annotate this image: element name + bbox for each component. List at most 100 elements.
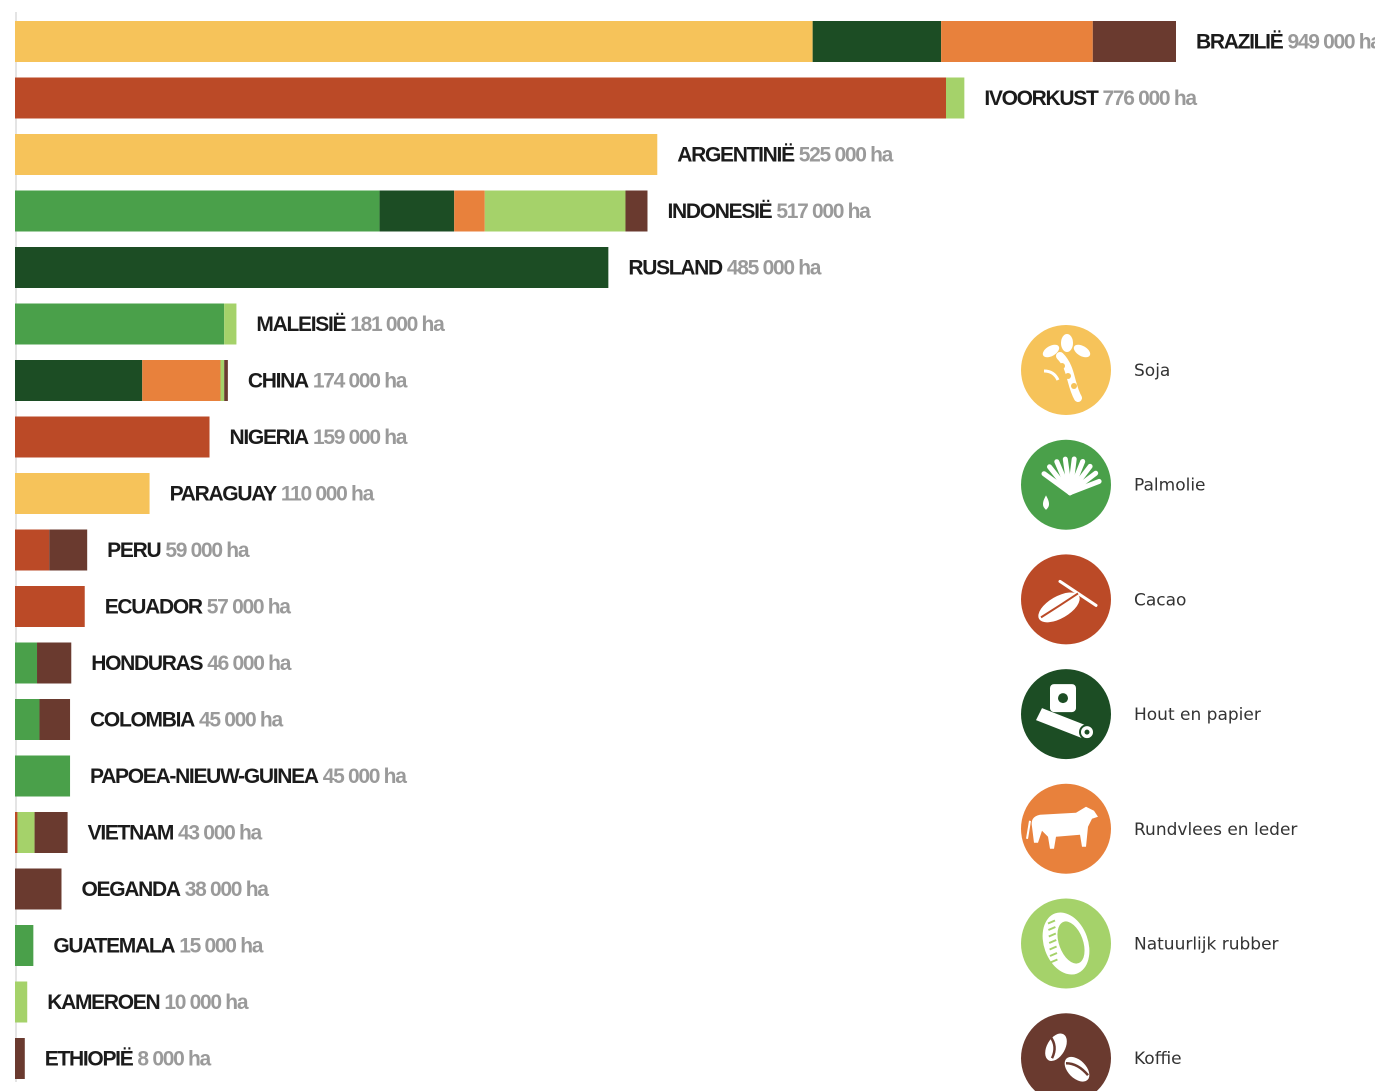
bar-segment-china-rundvlees-en-leder <box>142 360 221 401</box>
bar-segment-ecuador-cacao <box>15 586 85 627</box>
bar-label-nigeria: NIGERIA 159 000 ha <box>230 426 408 449</box>
bar-label-indonesie: INDONESIË 517 000 ha <box>667 200 871 223</box>
bar-segment-brazilie-koffie <box>1092 21 1176 62</box>
bar-label-kameroen: KAMEROEN 10 000 ha <box>47 991 249 1014</box>
legend-item-soja: Soja <box>1021 325 1170 415</box>
legend-item-koffie: Koffie <box>1021 1013 1182 1091</box>
bar-segment-indonesie-natuurlijk-rubber <box>484 190 626 232</box>
bar-label-vietnam: VIETNAM 43 000 ha <box>88 822 263 845</box>
country-name-argentinie: ARGENTINIË <box>677 144 795 167</box>
bar-segment-ivoorkust-natuurlijk-rubber <box>946 77 965 119</box>
bar-segment-paraguay-soja <box>15 473 150 514</box>
bar-label-china: CHINA 174 000 ha <box>248 370 408 393</box>
legend-label-cacao: Cacao <box>1134 590 1186 610</box>
bar-label-paraguay: PARAGUAY 110 000 ha <box>170 483 375 506</box>
rubber-tire-icon <box>1042 912 1090 975</box>
bar-label-peru: PERU 59 000 ha <box>107 539 250 562</box>
bar-segment-brazilie-hout-en-papier <box>812 21 942 62</box>
legend-item-hout-en-papier: Hout en papier <box>1021 669 1261 760</box>
bar-segment-maleisie-palmolie <box>15 303 225 345</box>
country-name-rusland: RUSLAND <box>628 257 723 280</box>
country-value-ivoorkust: 776 000 ha <box>1103 87 1198 110</box>
bar-segment-china-natuurlijk-rubber <box>220 360 225 401</box>
country-name-ecuador: ECUADOR <box>105 596 203 619</box>
palm-oil-icon <box>1041 456 1102 510</box>
bar-segment-ivoorkust-cacao <box>15 77 946 119</box>
cattle-icon <box>1026 806 1098 849</box>
country-name-indonesie: INDONESIË <box>667 200 772 223</box>
country-name-maleisie: MALEISIË <box>256 313 346 336</box>
country-value-china: 174 000 ha <box>313 370 408 393</box>
bar-label-ecuador: ECUADOR 57 000 ha <box>105 596 292 619</box>
bar-segment-indonesie-palmolie <box>15 190 380 232</box>
bar-label-rusland: RUSLAND 485 000 ha <box>628 257 821 280</box>
country-value-nigeria: 159 000 ha <box>313 426 408 449</box>
wood-paper-icon <box>1036 684 1095 741</box>
country-name-nigeria: NIGERIA <box>230 426 310 449</box>
bar-label-ethiopie: ETHIOPIË 8 000 ha <box>45 1048 212 1071</box>
bar-label-maleisie: MALEISIË 181 000 ha <box>256 313 445 336</box>
country-value-honduras: 46 000 ha <box>207 652 291 675</box>
country-name-papoea-nieuw-guinea: PAPOEA-NIEUW-GUINEA <box>90 765 319 788</box>
legend-label-hout-en-papier: Hout en papier <box>1134 705 1261 725</box>
country-name-kameroen: KAMEROEN <box>47 991 159 1014</box>
country-name-peru: PERU <box>107 539 160 562</box>
bar-label-papoea-nieuw-guinea: PAPOEA-NIEUW-GUINEA 45 000 ha <box>90 765 407 788</box>
bar-segment-guatemala-palmolie <box>15 925 34 966</box>
country-name-paraguay: PARAGUAY <box>170 483 278 506</box>
bar-segment-vietnam-koffie <box>34 812 68 853</box>
legend-label-palmolie: Palmolie <box>1134 476 1206 496</box>
bar-segment-ethiopie-koffie <box>15 1038 25 1079</box>
country-value-oeganda: 38 000 ha <box>185 878 269 901</box>
country-name-brazilie: BRAZILIË <box>1196 31 1284 54</box>
bar-segment-honduras-palmolie <box>15 642 38 684</box>
country-value-ethiopie: 8 000 ha <box>137 1048 211 1071</box>
bars-group <box>15 21 1176 1079</box>
coffee-bean-icon <box>1045 1033 1090 1082</box>
bar-segment-brazilie-soja <box>15 21 813 62</box>
bar-segment-vietnam-cacao <box>15 812 18 853</box>
legend-label-soja: Soja <box>1134 361 1170 381</box>
country-value-kameroen: 10 000 ha <box>164 991 248 1014</box>
bar-segment-vietnam-natuurlijk-rubber <box>17 812 35 853</box>
country-labels-group: BRAZILIË 949 000 ha IVOORKUST 776 000 ha ARG… <box>45 31 1375 1071</box>
bar-segment-oeganda-koffie <box>15 868 62 910</box>
bar-segment-papoea-nieuw-guinea-palmolie <box>15 755 71 797</box>
legend-item-natuurlijk-rubber: Natuurlijk rubber <box>1021 898 1279 989</box>
bar-segment-colombia-koffie <box>39 699 71 740</box>
bar-segment-kameroen-natuurlijk-rubber <box>15 981 28 1023</box>
country-value-brazilie: 949 000 ha <box>1287 31 1375 54</box>
legend-swatch-hout-en-papier <box>1021 669 1111 760</box>
country-name-ethiopie: ETHIOPIË <box>45 1048 134 1071</box>
country-name-honduras: HONDURAS <box>91 652 203 675</box>
legend-item-cacao: Cacao <box>1021 554 1186 645</box>
bar-segment-rusland-hout-en-papier <box>15 247 609 288</box>
country-name-colombia: COLOMBIA <box>90 709 195 732</box>
legend-label-natuurlijk-rubber: Natuurlijk rubber <box>1134 935 1279 955</box>
country-value-indonesie: 517 000 ha <box>776 200 871 223</box>
bar-label-argentinie: ARGENTINIË 525 000 ha <box>677 144 893 167</box>
legend-swatch-koffie <box>1021 1013 1111 1091</box>
country-value-argentinie: 525 000 ha <box>799 144 894 167</box>
bar-segment-argentinie-soja <box>15 134 658 175</box>
country-name-oeganda: OEGANDA <box>81 878 180 901</box>
country-value-paraguay: 110 000 ha <box>281 483 375 506</box>
bar-segment-maleisie-natuurlijk-rubber <box>224 303 237 345</box>
bar-label-oeganda: OEGANDA 38 000 ha <box>81 878 269 901</box>
bar-label-colombia: COLOMBIA 45 000 ha <box>90 709 283 732</box>
bar-segment-indonesie-koffie <box>625 190 648 232</box>
country-name-guatemala: GUATEMALA <box>53 935 175 958</box>
bar-segment-colombia-palmolie <box>15 699 40 740</box>
country-value-peru: 59 000 ha <box>165 539 249 562</box>
country-value-colombia: 45 000 ha <box>199 709 283 732</box>
bar-segment-china-hout-en-papier <box>15 360 143 401</box>
soy-icon <box>1042 334 1091 402</box>
bar-segment-peru-koffie <box>49 529 88 571</box>
legend-label-koffie: Koffie <box>1134 1049 1182 1069</box>
bar-label-guatemala: GUATEMALA 15 000 ha <box>53 935 263 958</box>
country-value-guatemala: 15 000 ha <box>179 935 263 958</box>
cacao-icon <box>1038 579 1098 623</box>
bar-segment-indonesie-hout-en-papier <box>379 190 455 232</box>
bar-label-brazilie: BRAZILIË 949 000 ha <box>1196 31 1375 54</box>
